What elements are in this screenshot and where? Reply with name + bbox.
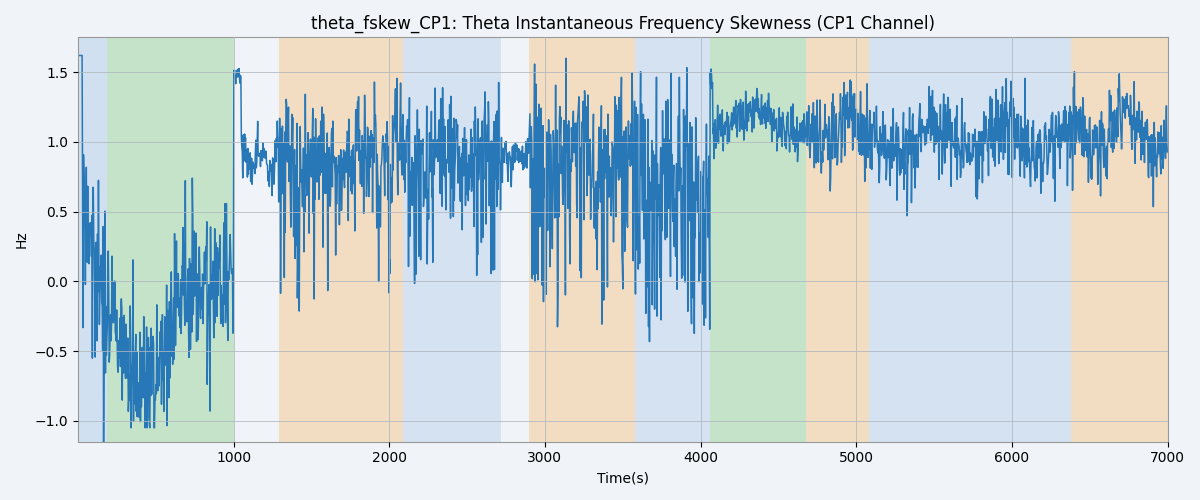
X-axis label: Time(s): Time(s) [596, 471, 649, 485]
Title: theta_fskew_CP1: Theta Instantaneous Frequency Skewness (CP1 Channel): theta_fskew_CP1: Theta Instantaneous Fre… [311, 15, 935, 34]
Bar [529, 38, 635, 442]
Y-axis label: Hz: Hz [14, 230, 29, 248]
Bar [869, 38, 1070, 442]
Bar [278, 38, 403, 442]
Bar [1070, 38, 1168, 442]
Bar [78, 38, 108, 442]
Bar [635, 38, 710, 442]
Bar [806, 38, 869, 442]
Bar [108, 38, 234, 442]
Bar [710, 38, 806, 442]
Bar [403, 38, 502, 442]
